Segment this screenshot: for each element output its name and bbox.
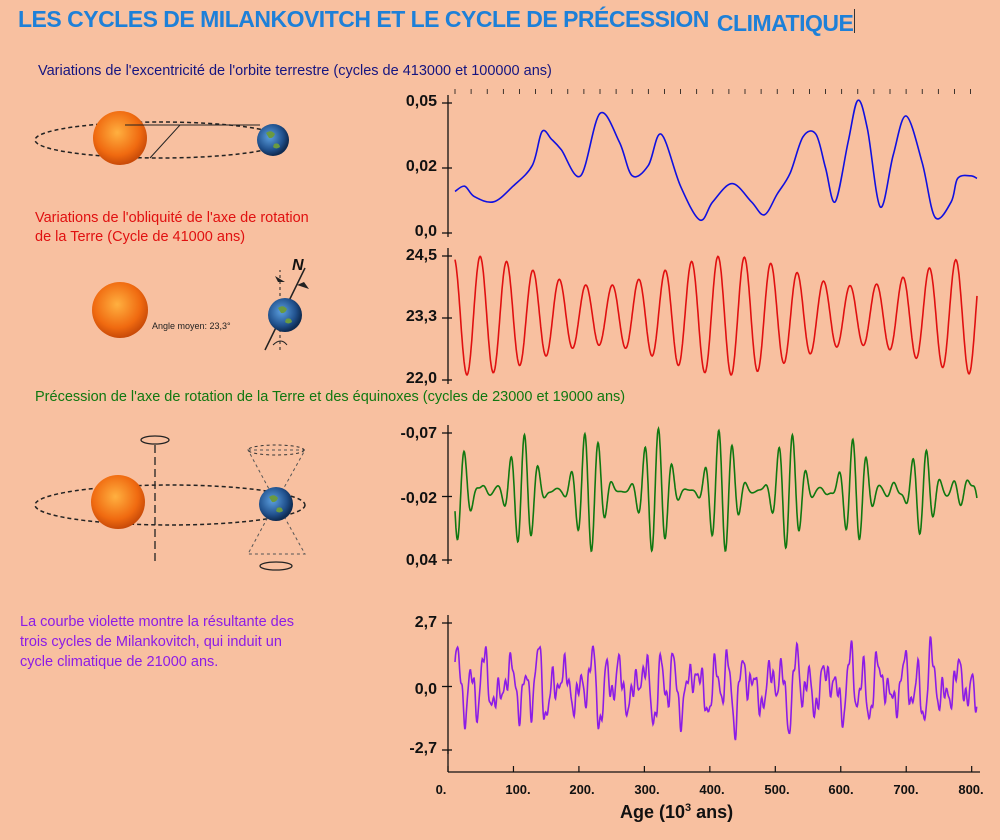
caption-result-line2: trois cycles de Milankovitch, qui induit…	[20, 634, 282, 650]
xtick-400: 400.	[699, 782, 725, 797]
precession-cone-bottom	[247, 500, 306, 555]
ytick-ecc-mid: 0,02	[405, 158, 437, 175]
xtick-300: 300.	[634, 782, 660, 797]
obliquity-curve	[454, 255, 978, 376]
x-axis-label: Age (103 ans)	[620, 802, 733, 823]
caption-obliquity-line2: de la Terre (Cycle de 41000 ans)	[35, 229, 246, 245]
resultant-curve	[454, 636, 978, 741]
ytick-ecc-bottom: 0,0	[414, 223, 437, 240]
x-axis-label-exponent: 3	[685, 802, 692, 814]
north-icon: N	[292, 257, 304, 274]
ytick-ecc-top: 0,05	[405, 93, 437, 110]
xtick-100: 100.	[505, 782, 531, 797]
axis-line-diagonal	[149, 124, 181, 159]
caption-eccentricity: Variations de l'excentricité de l'orbite…	[38, 63, 552, 79]
cone-ellipse	[247, 444, 305, 456]
precession-cone-top	[247, 449, 306, 504]
text-cursor	[854, 8, 856, 33]
title-part2: CLIMATIQUE	[716, 10, 854, 36]
earth-icon	[268, 298, 302, 332]
angle-arc	[272, 340, 288, 346]
ytick-obl-top: 24,5	[405, 247, 437, 264]
x-axis-label-text: Age (10	[620, 802, 686, 822]
axes	[442, 89, 980, 773]
ytick-pre-mid: -0,02	[400, 490, 437, 507]
angle-label: Angle moyen: 23,3°	[152, 321, 231, 331]
eccentricity-curve	[454, 99, 978, 222]
ytick-pre-bottom: 0,04	[405, 552, 437, 569]
rotation-arrow-icon	[259, 561, 293, 571]
arrow-icon	[275, 276, 285, 282]
ytick-res-top: 2,7	[414, 614, 437, 631]
sun-icon	[91, 475, 145, 529]
xtick-600: 600.	[828, 782, 854, 797]
title-part1: LES CYCLES DE MILANKOVITCH ET LE CYCLE D…	[18, 6, 709, 32]
caption-result-line1: La courbe violette montre la résultante …	[20, 614, 295, 630]
rotation-arrow-icon	[140, 435, 170, 445]
caption-result-line3: cycle climatique de 21000 ans.	[20, 654, 219, 670]
arrow-icon	[297, 282, 309, 289]
sun-icon	[92, 282, 148, 338]
caption-precession: Précession de l'axe de rotation de la Te…	[35, 389, 626, 405]
xtick-200: 200.	[569, 782, 595, 797]
page-title: LES CYCLES DE MILANKOVITCH ET LE CYCLE D…	[18, 6, 856, 36]
xtick-700: 700.	[893, 782, 919, 797]
earth-continents	[269, 495, 283, 513]
xtick-800: 800.	[958, 782, 984, 797]
xtick-500: 500.	[764, 782, 790, 797]
obliquity-illustration: N	[92, 257, 309, 351]
ytick-pre-top: -0,07	[400, 425, 437, 442]
earth-continents	[266, 131, 280, 149]
xtick-0: 0.	[435, 782, 447, 797]
earth-icon	[259, 487, 293, 521]
eccentricity-illustration	[34, 111, 289, 165]
earth-continents	[278, 306, 292, 324]
orbit-ellipse	[34, 484, 306, 526]
precession-illustration	[34, 435, 306, 571]
ytick-obl-bottom: 22,0	[405, 370, 437, 387]
earth-icon	[257, 124, 289, 156]
ytick-res-bottom: -2,7	[409, 740, 437, 757]
ytick-res-mid: 0,0	[414, 681, 437, 698]
precession-curve	[454, 426, 978, 553]
ytick-obl-mid: 23,3	[405, 308, 437, 325]
caption-obliquity-line1: Variations de l'obliquité de l'axe de ro…	[35, 210, 309, 226]
x-axis-label-end: ans)	[691, 802, 734, 822]
